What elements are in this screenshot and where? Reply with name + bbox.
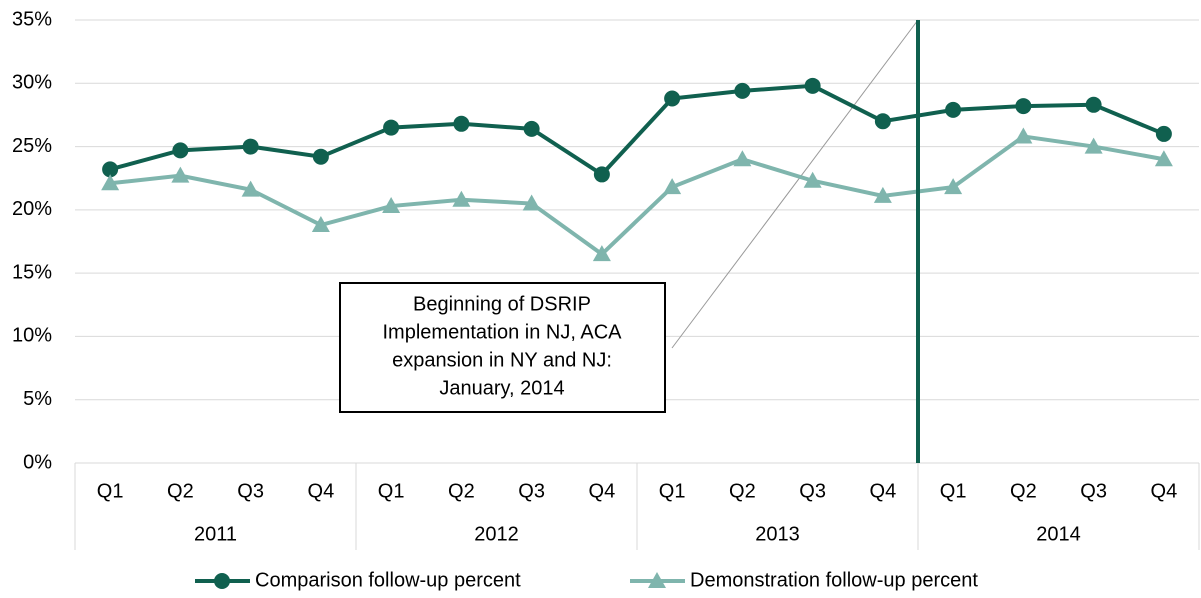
x-tick-label: Q3 (237, 480, 264, 502)
data-point (312, 148, 329, 165)
data-point (1014, 127, 1033, 144)
data-point (102, 161, 119, 178)
data-point (733, 150, 752, 167)
x-tick-label: Q2 (167, 480, 194, 502)
x-tick-label: Q1 (97, 480, 124, 502)
group-label: 2012 (474, 523, 519, 545)
data-point (1155, 125, 1172, 142)
x-tick-label: Q4 (1151, 480, 1178, 502)
data-point (592, 245, 611, 262)
legend-label: Demonstration follow-up percent (690, 569, 978, 591)
x-tick-label: Q2 (1010, 480, 1037, 502)
data-point (1015, 98, 1032, 115)
x-tick-label: Q2 (729, 480, 756, 502)
series-line (109, 83, 1165, 178)
y-tick-label: 0% (23, 451, 52, 473)
annotation-text: Implementation in NJ, ACA (383, 321, 623, 343)
annotation-text: Beginning of DSRIP (413, 293, 591, 315)
annotation-box (339, 282, 666, 413)
x-tick-label: Q3 (799, 480, 826, 502)
group-label: 2013 (755, 523, 800, 545)
x-tick-label: Q4 (308, 480, 335, 502)
data-point (523, 120, 540, 137)
data-point (593, 166, 610, 183)
x-tick-label: Q2 (448, 480, 475, 502)
x-tick-label: Q1 (378, 480, 405, 502)
x-tick-label: Q3 (518, 480, 545, 502)
data-point (1154, 150, 1173, 167)
data-point (663, 178, 682, 195)
data-point (874, 113, 891, 130)
x-tick-label: Q1 (659, 480, 686, 502)
y-tick-label: 30% (12, 72, 52, 94)
data-point (664, 90, 681, 107)
series-line (109, 134, 1165, 257)
data-point (101, 174, 120, 191)
x-tick-label: Q4 (589, 480, 616, 502)
x-tick-label: Q1 (940, 480, 967, 502)
x-tick-label: Q4 (870, 480, 897, 502)
data-point (873, 186, 892, 203)
data-point (522, 194, 541, 211)
y-tick-label: 20% (12, 198, 52, 220)
group-label: 2014 (1036, 523, 1081, 545)
annotation-text: January, 2014 (439, 377, 564, 399)
y-tick-label: 35% (12, 8, 52, 30)
legend-marker (214, 573, 230, 589)
y-tick-label: 15% (12, 261, 52, 283)
y-tick-label: 25% (12, 135, 52, 157)
y-tick-label: 10% (12, 325, 52, 347)
data-point (452, 190, 471, 207)
data-point (803, 171, 822, 188)
data-point (1084, 137, 1103, 154)
data-point (311, 216, 330, 233)
x-tick-label: Q3 (1080, 480, 1107, 502)
data-point (734, 82, 751, 99)
data-point (241, 180, 260, 197)
data-point (172, 142, 189, 159)
data-point (804, 77, 821, 94)
data-point (453, 115, 470, 132)
leader-line (671, 19, 919, 349)
group-label: 2011 (194, 523, 237, 545)
data-point (382, 197, 401, 214)
legend-marker (648, 572, 666, 588)
legend-label: Comparison follow-up percent (255, 569, 521, 591)
data-point (171, 166, 190, 183)
data-point (945, 101, 962, 118)
data-point (242, 138, 259, 155)
data-point (383, 119, 400, 136)
y-tick-label: 5% (23, 388, 52, 410)
data-point (944, 178, 963, 195)
annotation-text: expansion in NY and NJ: (392, 349, 612, 371)
data-point (1085, 96, 1102, 113)
